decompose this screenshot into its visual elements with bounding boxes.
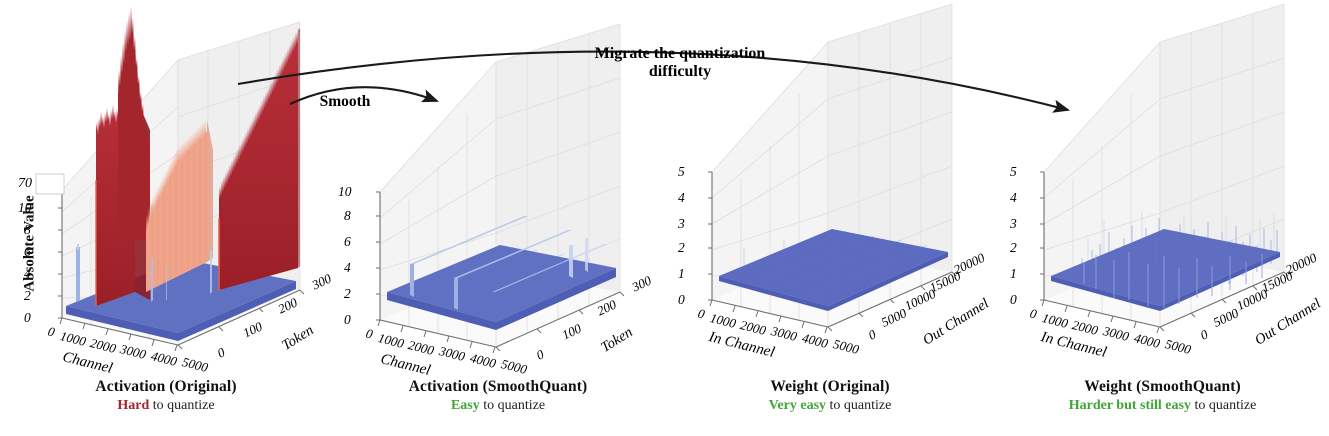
y-ticks <box>495 291 625 352</box>
ztick-2: 2 <box>344 286 351 301</box>
panel-caption: Activation (Original) Hard to quantize <box>0 378 332 414</box>
annotation-smooth: Smooth <box>319 93 371 110</box>
ztick-5: 5 <box>1010 164 1017 179</box>
x-ticks <box>377 319 496 354</box>
caption-emphasis: Harder but still easy <box>1068 398 1191 413</box>
y-ticks <box>827 271 957 332</box>
caption-rest: to quantize <box>1190 398 1257 413</box>
ztick-1: 1 <box>678 266 685 281</box>
ztick-2: 2 <box>1010 240 1017 255</box>
z-ticks <box>708 171 712 301</box>
ztick-10: 10 <box>18 200 32 215</box>
axis-spines <box>379 192 621 348</box>
axes-grid <box>1043 3 1285 327</box>
panel-weight-smoothquant: 0 1 2 3 4 5 0 1000 2000 3000 4000 5000 I… <box>996 0 1329 436</box>
ztick-0: 0 <box>678 292 685 307</box>
x-ticks <box>1041 299 1160 334</box>
caption-rest: to quantize <box>149 398 215 413</box>
ztick-8: 8 <box>24 222 31 237</box>
ztick-0: 0 <box>344 312 351 327</box>
caption-subtitle: Harder but still easy to quantize <box>996 398 1329 414</box>
caption-subtitle: Very easy to quantize <box>664 398 996 414</box>
residual-ridges <box>410 216 607 310</box>
caption-rest: to quantize <box>479 398 546 413</box>
caption-subtitle: Easy to quantize <box>332 398 664 414</box>
ztick-4: 4 <box>1010 190 1017 205</box>
plot3d-weight-smoothquant <box>1040 3 1289 334</box>
ztick-4: 4 <box>24 266 31 281</box>
ztick-8: 8 <box>344 208 351 223</box>
z-ticks <box>58 185 62 319</box>
ztick-10: 10 <box>338 184 352 199</box>
annotation-migrate-line2: difficulty <box>648 62 712 80</box>
ztick-4: 4 <box>678 190 685 205</box>
surface-data <box>1051 212 1280 311</box>
caption-rest: to quantize <box>826 398 892 413</box>
caption-title: Activation (Original) <box>95 378 237 395</box>
y-ticks <box>1159 271 1289 332</box>
ztick-5: 5 <box>678 164 685 179</box>
ztick-1: 1 <box>1010 266 1017 281</box>
ztick-70: 70 <box>18 176 32 191</box>
z-ticks <box>376 191 380 321</box>
zaxis-label: Absolute Value <box>21 195 38 292</box>
annotation-migrate-line1: Migrate the quantization <box>594 45 766 62</box>
y-ticks <box>177 289 305 350</box>
ztick-4: 4 <box>344 260 351 275</box>
surface-data <box>719 229 948 311</box>
panel-activation-original: 0 2 4 6 8 10 70 Absolute Value 0 1000 20… <box>0 0 334 436</box>
zaxis-break-patch <box>35 173 65 195</box>
minor-spikes <box>151 250 212 302</box>
ztick-3: 3 <box>1010 216 1017 231</box>
panel-caption: Weight (Original) Very easy to quantize <box>664 378 996 414</box>
caption-title: Activation (SmoothQuant) <box>408 378 588 395</box>
z-ticks <box>1040 171 1044 301</box>
caption-title: Weight (SmoothQuant) <box>1084 378 1241 395</box>
outlier-band-1 <box>95 6 150 306</box>
surface-data <box>66 6 300 341</box>
caption-emphasis: Easy <box>450 398 480 413</box>
ztick-3: 3 <box>678 216 685 231</box>
ztick-0: 0 <box>1010 292 1017 307</box>
panel-caption: Weight (SmoothQuant) Harder but still ea… <box>996 378 1329 414</box>
caption-title: Weight (Original) <box>770 378 890 395</box>
caption-emphasis: Hard <box>117 398 150 413</box>
annotation-migrate: Migrate the quantization difficulty <box>540 45 820 81</box>
ztick-6: 6 <box>344 234 351 249</box>
ztick-0: 0 <box>24 310 31 325</box>
panel-caption: Activation (SmoothQuant) Easy to quantiz… <box>332 378 664 414</box>
caption-emphasis: Very easy <box>768 398 827 413</box>
caption-subtitle: Hard to quantize <box>0 398 332 414</box>
ztick-2: 2 <box>678 240 685 255</box>
ztick-6: 6 <box>24 244 31 259</box>
x-ticks <box>59 317 178 352</box>
axis-spines <box>61 190 301 346</box>
ztick-2: 2 <box>24 288 31 303</box>
surface-data <box>387 216 616 330</box>
x-ticks <box>709 299 828 334</box>
